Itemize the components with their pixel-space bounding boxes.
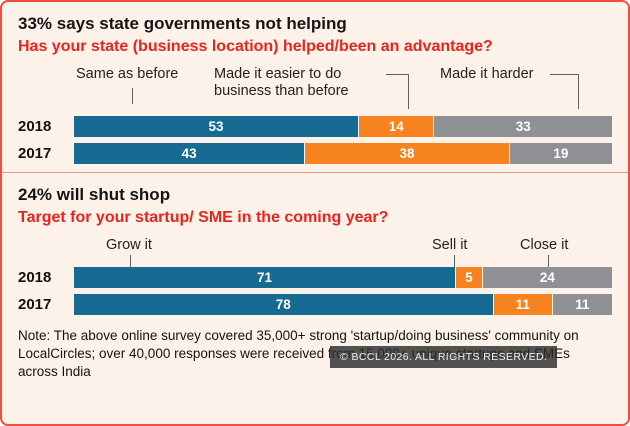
label-made-easier: Made it easier to do business than befor… bbox=[214, 66, 349, 99]
section-divider bbox=[2, 172, 628, 173]
section-title: 24% will shut shop bbox=[18, 185, 171, 204]
label-made-harder: Made it harder bbox=[440, 66, 534, 82]
year-label: 2017 bbox=[18, 296, 52, 313]
section-state-governments: 33% says state governments not helping H… bbox=[18, 14, 612, 164]
bar-segment: 53 bbox=[74, 116, 360, 137]
label-sell-it: Sell it bbox=[432, 237, 468, 253]
leader-line bbox=[454, 255, 455, 267]
section-question: Target for your startup/ SME in the comi… bbox=[18, 209, 389, 226]
label-grow-it: Grow it bbox=[106, 237, 152, 253]
leader-line bbox=[386, 74, 409, 109]
section-title: 33% says state governments not helping bbox=[18, 14, 347, 33]
label-same-as-before: Same as before bbox=[76, 66, 179, 82]
year-label: 2018 bbox=[18, 118, 52, 135]
leader-line bbox=[132, 88, 133, 104]
leader-line bbox=[550, 74, 579, 109]
stacked-bar-chart-state: 2018 53 14 33 2017 43 38 19 bbox=[18, 116, 612, 164]
bar-row: 2018 53 14 33 bbox=[18, 116, 612, 137]
section-shut-shop: 24% will shut shop Target for your start… bbox=[18, 185, 612, 315]
stacked-bar: 53 14 33 bbox=[74, 116, 612, 137]
bar-row: 2018 71 5 24 bbox=[18, 267, 612, 288]
bar-segment: 14 bbox=[359, 116, 435, 137]
label-close-it: Close it bbox=[520, 237, 569, 253]
bar-segment: 24 bbox=[482, 267, 612, 288]
stacked-bar-chart-target: 2018 71 5 24 2017 78 11 11 bbox=[18, 267, 612, 315]
bar-segment: 43 bbox=[74, 143, 306, 164]
leader-line bbox=[548, 255, 549, 267]
section-question: Has your state (business location) helpe… bbox=[18, 38, 493, 55]
bar-segment: 33 bbox=[434, 116, 612, 137]
leader-line bbox=[130, 255, 131, 267]
bar-segment: 38 bbox=[305, 143, 510, 164]
bar-segment: 71 bbox=[74, 267, 456, 288]
category-labels: Same as before Made it easier to do busi… bbox=[18, 64, 612, 116]
copyright-watermark: © BCCL 2026. ALL RIGHTS RESERVED. bbox=[330, 346, 558, 368]
category-labels: Grow it Sell it Close it bbox=[18, 235, 612, 267]
year-label: 2017 bbox=[18, 145, 52, 162]
stacked-bar: 43 38 19 bbox=[74, 143, 612, 164]
year-label: 2018 bbox=[18, 269, 52, 286]
bar-segment: 19 bbox=[509, 143, 612, 164]
bar-row: 2017 43 38 19 bbox=[18, 143, 612, 164]
stacked-bar: 71 5 24 bbox=[74, 267, 612, 288]
bar-segment: 78 bbox=[74, 294, 494, 315]
stacked-bar: 78 11 11 bbox=[74, 294, 612, 315]
bar-segment: 11 bbox=[552, 294, 612, 315]
bar-segment: 5 bbox=[455, 267, 483, 288]
bar-row: 2017 78 11 11 bbox=[18, 294, 612, 315]
bar-segment: 11 bbox=[493, 294, 553, 315]
